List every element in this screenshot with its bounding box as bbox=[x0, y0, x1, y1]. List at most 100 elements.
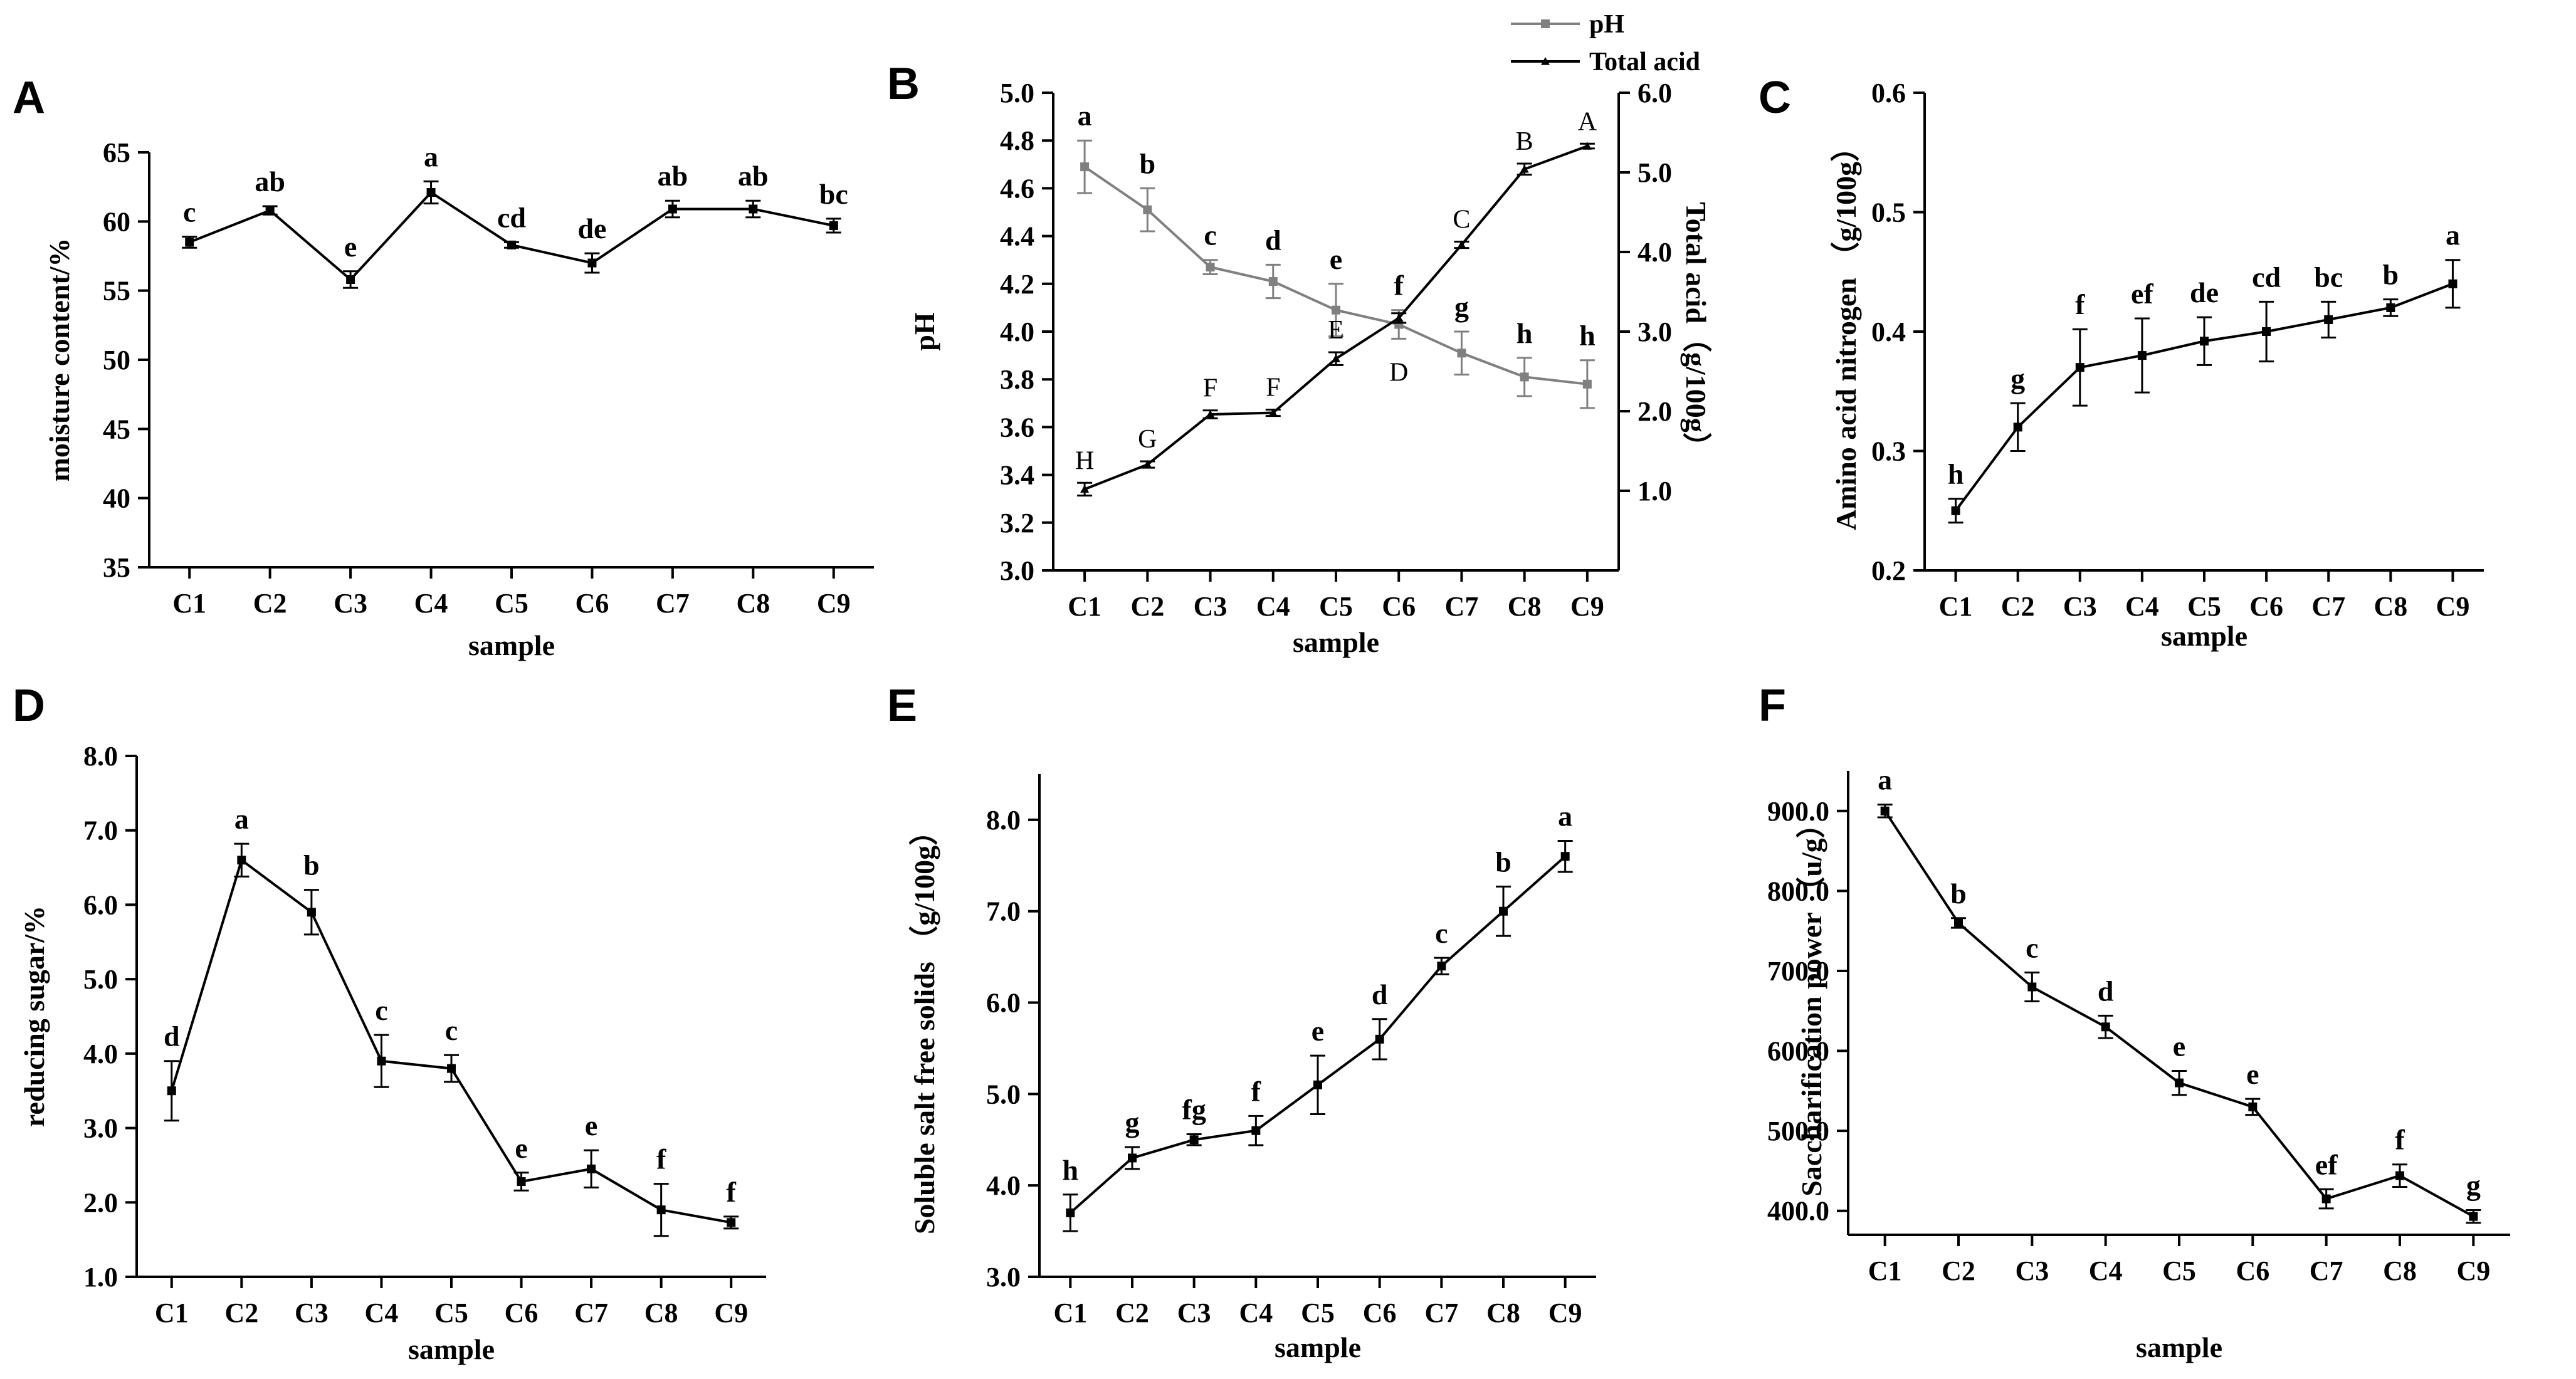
legend-label: pH bbox=[1589, 10, 1624, 39]
y-tick-label: 0.6 bbox=[1871, 78, 1906, 108]
significance-label: f bbox=[656, 1143, 666, 1175]
data-point bbox=[2321, 1194, 2331, 1203]
x-tick-label: C9 bbox=[1548, 1298, 1582, 1328]
data-point bbox=[377, 1056, 386, 1066]
significance-label: f bbox=[2075, 288, 2085, 320]
data-point bbox=[447, 1064, 456, 1073]
x-tick-label: C9 bbox=[1570, 591, 1604, 622]
chart-panel-b: B 3.0 3.2 3.4 3.6 3.8 4.0 4.2 4.4 4.6 4.8 5.0 1.0 2.0… bbox=[887, 10, 1712, 658]
x-axis-title: sample bbox=[468, 629, 555, 661]
x-tick-label: C3 bbox=[2063, 591, 2097, 622]
data-point bbox=[2448, 279, 2458, 288]
x-tick-label: C1 bbox=[1053, 1298, 1087, 1328]
significance-label: de bbox=[577, 212, 606, 244]
y-tick-label: 6.0 bbox=[986, 988, 1021, 1019]
y-tick-label: 3.0 bbox=[83, 1113, 118, 1144]
data-point bbox=[1582, 142, 1592, 150]
data-point bbox=[2175, 1078, 2184, 1088]
y-tick-label: 4.4 bbox=[1000, 221, 1034, 252]
chart-panel-a: A 35 40 45 50 55 60 65 C1 C2 C3 C4 C5 C6 C7 C8 C9 sample m… bbox=[13, 73, 874, 661]
x-tick-label: C4 bbox=[1256, 591, 1290, 622]
significance-label: ab bbox=[658, 160, 688, 192]
y-tick-label: 600.0 bbox=[1767, 1036, 1829, 1067]
significance-label: e bbox=[515, 1132, 527, 1164]
data-point bbox=[2262, 327, 2271, 336]
x-tick-label: C5 bbox=[2187, 591, 2221, 622]
significance-label: f bbox=[727, 1176, 737, 1208]
y-tick-label: 2.0 bbox=[83, 1187, 118, 1218]
significance-label: f bbox=[2395, 1124, 2405, 1156]
y-tick-label: 55 bbox=[103, 276, 130, 307]
data-point bbox=[1268, 408, 1278, 417]
y-tick-label: 4.8 bbox=[1000, 125, 1034, 156]
y-tick-label: 60 bbox=[103, 206, 130, 237]
data-point bbox=[167, 1086, 176, 1096]
y-tick-label: 5.0 bbox=[986, 1079, 1021, 1109]
x-axis-title: sample bbox=[2161, 620, 2247, 652]
x-tick-label: C8 bbox=[1508, 591, 1542, 622]
significance-label: f bbox=[1251, 1075, 1261, 1107]
y-axis-title: Amino acid nitrogen （g/100g） bbox=[1830, 133, 1862, 530]
significance-label: bc bbox=[819, 178, 848, 210]
x-tick-label: C2 bbox=[253, 588, 287, 619]
significance-label: d bbox=[2098, 975, 2114, 1007]
panel-letter: C bbox=[1759, 73, 1791, 123]
significance-label: a bbox=[1078, 100, 1092, 132]
y-tick-label: 3.0 bbox=[1000, 555, 1034, 586]
data-point bbox=[1206, 263, 1215, 272]
x-tick-label: C9 bbox=[2436, 591, 2470, 622]
y-tick-label: 35 bbox=[103, 552, 130, 583]
data-point bbox=[1437, 962, 1446, 971]
data-point bbox=[829, 221, 838, 230]
data-point bbox=[2027, 982, 2037, 992]
x-tick-label: C1 bbox=[172, 588, 206, 619]
y-tick-label: 3.4 bbox=[1000, 460, 1034, 491]
data-point bbox=[1457, 349, 1466, 358]
x-tick-label: C3 bbox=[1194, 591, 1228, 622]
data-point bbox=[2248, 1102, 2258, 1111]
x-tick-label: C7 bbox=[574, 1298, 608, 1328]
y-tick-label: 0.5 bbox=[1871, 197, 1906, 228]
data-point bbox=[1582, 379, 1592, 389]
x-tick-label: C2 bbox=[2001, 591, 2035, 622]
significance-label: b bbox=[2383, 259, 2399, 291]
data-point bbox=[507, 240, 516, 249]
y-tick-label: 0.4 bbox=[1871, 317, 1906, 347]
x-tick-label: C8 bbox=[2383, 1256, 2417, 1286]
y-tick-label: 800.0 bbox=[1767, 876, 1829, 906]
significance-label: g bbox=[2011, 362, 2025, 394]
x-tick-label: C3 bbox=[295, 1298, 329, 1328]
data-point bbox=[1394, 313, 1404, 322]
data-point bbox=[1143, 205, 1152, 214]
data-point bbox=[2386, 303, 2395, 312]
x-tick-label: C5 bbox=[495, 588, 528, 619]
x-tick-label: C1 bbox=[1068, 591, 1101, 622]
data-point bbox=[587, 1164, 596, 1173]
x-tick-label: C7 bbox=[656, 588, 690, 619]
y-axis-title: reducing sugar/% bbox=[18, 906, 50, 1127]
data-point bbox=[668, 204, 677, 214]
y-tick-label: 0.3 bbox=[1871, 436, 1906, 467]
y-tick-label: 5.0 bbox=[1000, 78, 1034, 108]
y-axis-title: moisture content/% bbox=[43, 238, 75, 482]
significance-label: b bbox=[303, 849, 320, 881]
data-point bbox=[1560, 852, 1570, 861]
significance-label: c bbox=[2026, 932, 2038, 964]
x-tick-label: C4 bbox=[414, 588, 448, 619]
y-tick-label: 1.0 bbox=[83, 1262, 118, 1292]
significance-label: ab bbox=[738, 160, 769, 192]
significance-label: a bbox=[2446, 219, 2460, 251]
significance-label: f bbox=[1394, 270, 1404, 301]
data-point bbox=[2075, 363, 2084, 372]
y-axis-right-title: Total acid（g/100g） bbox=[1680, 202, 1712, 461]
x-tick-label: C6 bbox=[505, 1298, 539, 1328]
y-tick-label: 40 bbox=[103, 483, 130, 514]
significance-label: d bbox=[164, 1020, 180, 1052]
x-tick-label: C3 bbox=[334, 588, 367, 619]
panel-letter: D bbox=[13, 681, 45, 731]
significance-label: b bbox=[1950, 878, 1967, 910]
x-tick-label: C1 bbox=[155, 1298, 189, 1328]
panel-letter: B bbox=[887, 59, 920, 109]
significance-label: D bbox=[1389, 358, 1408, 387]
